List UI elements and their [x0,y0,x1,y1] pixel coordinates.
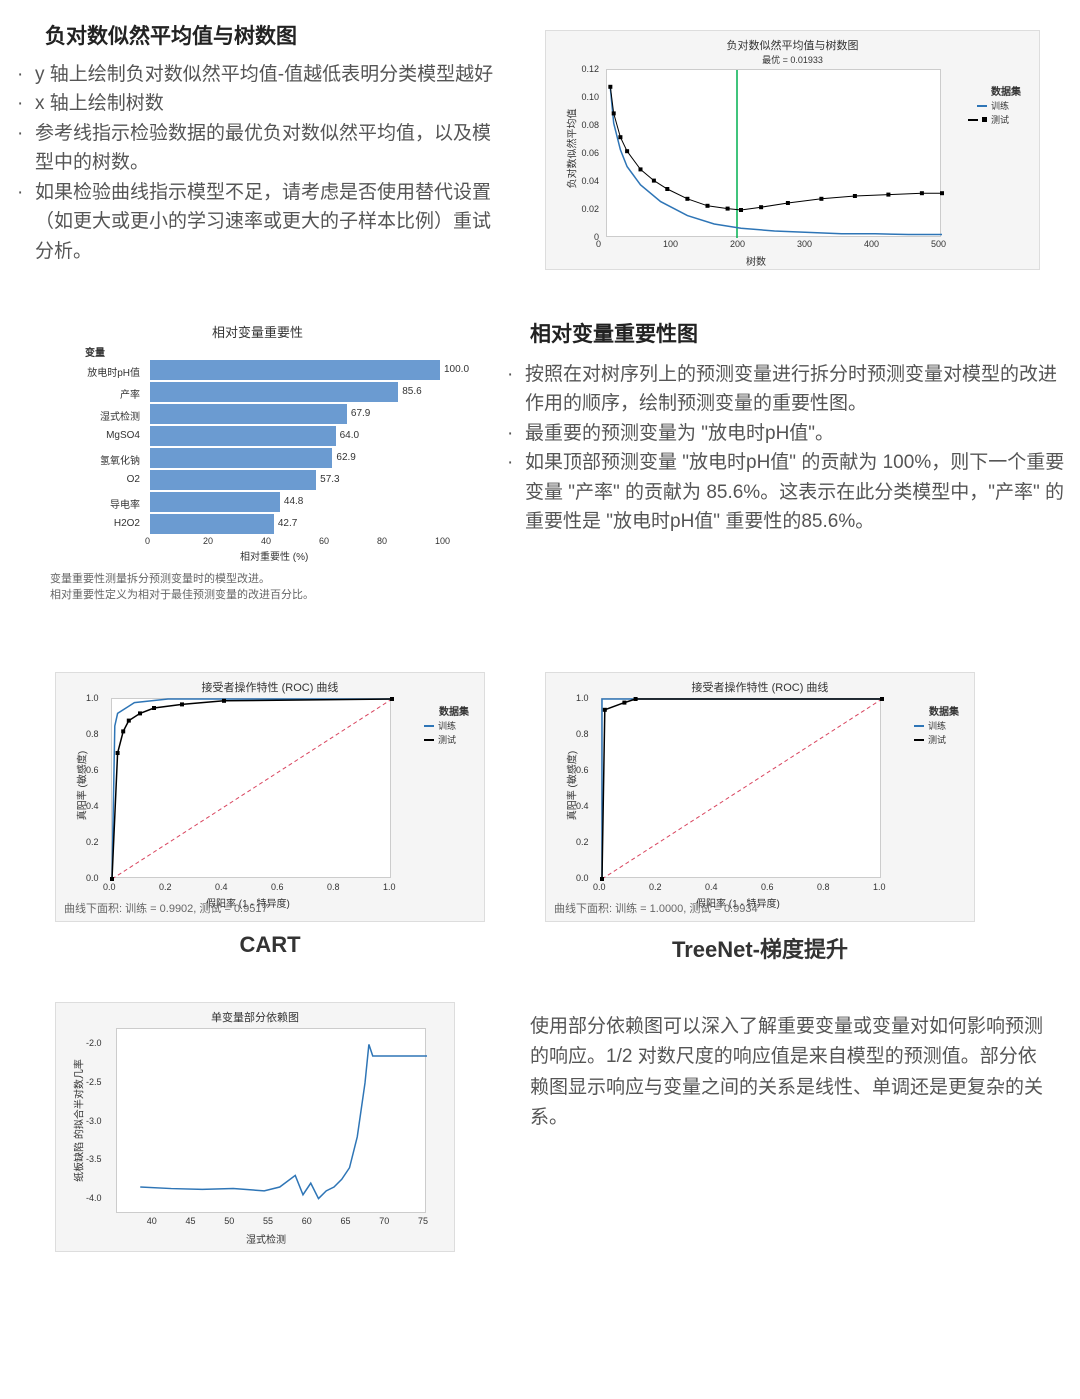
test-line [110,697,394,881]
section1-title: 负对数似然平均值与树数图 [45,20,525,50]
train-line [610,88,942,234]
legend-test: 测试 [914,733,946,746]
legend-title: 数据集 [991,83,1021,98]
chart-title: 单变量部分依赖图 [56,1009,454,1025]
treenet-label: TreeNet-梯度提升 [545,932,975,964]
legend-train: 训练 [424,719,456,732]
cart-label: CART [55,932,485,958]
roc-caption: 曲线下面积: 训练 = 1.0000, 测试 = 0.9934 [554,902,758,917]
roc-treenet-svg [602,699,882,879]
section2-title: 相对变量重要性图 [530,318,1050,348]
bullet: 如果检验曲线指示模型不足，请考虑是否使用替代设置（如更大或更小的学习速率或更大的… [35,178,505,266]
plot-area [601,698,881,878]
importance-chart: 相对变量重要性 变量 放电时pH值100.0产率85.6湿式检测67.9MgSO… [45,318,470,588]
pdp-line [140,1044,427,1198]
pdp-svg [117,1029,427,1214]
legend-title: 数据集 [929,703,959,718]
legend-train: 训练 [914,719,946,732]
ylabel: 负对数似然平均值 [564,89,579,209]
legend-title: 数据集 [439,703,469,718]
nll-chart: 负对数似然平均值与树数图 最优 = 0.01933 00.020.040.060… [545,30,1040,270]
section1-bullets: ·y 轴上绘制负对数似然平均值-值越低表明分类模型越好 ·x 轴上绘制树数 ·参… [15,60,505,266]
plot-area [606,69,941,237]
xlabel: 相对重要性 (%) [240,548,308,563]
roc-treenet-chart: 接受者操作特性 (ROC) 曲线 0.00.20.40.60.81.00.00.… [545,672,975,922]
legend-test: 测试 [968,113,1009,126]
chart-title: 负对数似然平均值与树数图 [546,37,1039,53]
test-line [600,697,884,881]
diagonal [112,699,392,879]
bullet: 最重要的预测变量为 "放电时pH值"。 [525,419,1065,448]
ylabel: 真阳率 (敏感度) [74,731,89,841]
chart-subtitle: 最优 = 0.01933 [546,53,1039,66]
diagonal [602,699,882,879]
imp-caption1: 变量重要性测量拆分预测变量时的模型改进。 [50,572,270,587]
var-header: 变量 [85,344,105,359]
chart-title: 接受者操作特性 (ROC) 曲线 [546,679,974,695]
roc-cart-chart: 接受者操作特性 (ROC) 曲线 0.00.20.40.60.81.00.00.… [55,672,485,922]
section2-bullets: ·按照在对树序列上的预测变量进行拆分时预测变量对模型的改进作用的顺序，绘制预测变… [505,360,1065,537]
roc-cart-svg [112,699,392,879]
legend-test: 测试 [424,733,456,746]
xlabel: 树数 [746,253,766,268]
plot-area [111,698,391,878]
bullet: 按照在对树序列上的预测变量进行拆分时预测变量对模型的改进作用的顺序，绘制预测变量… [525,360,1065,419]
plot-area [116,1028,426,1213]
nll-lines [607,70,942,238]
legend-train: 训练 [977,99,1009,112]
ylabel: 真阳率 (敏感度) [564,731,579,841]
bullet: 如果顶部预测变量 "放电时pH值" 的贡献为 100%，则下一个重要变量 "产率… [525,448,1065,536]
imp-caption2: 相对重要性定义为相对于最佳预测变量的改进百分比。 [50,588,314,603]
bullet: x 轴上绘制树数 [35,89,505,118]
ylabel: 纸板缺陷 的拟合半对数几率 [71,1051,86,1191]
roc-caption: 曲线下面积: 训练 = 0.9902, 测试 = 0.9517 [64,902,268,917]
pdp-chart: 单变量部分依赖图 -2.0-2.5-3.0-3.5-4.040455055606… [55,1002,455,1252]
bullet: 参考线指示检验数据的最优负对数似然平均值，以及模型中的树数。 [35,119,505,178]
test-line [608,85,944,212]
bullet: y 轴上绘制负对数似然平均值-值越低表明分类模型越好 [35,60,505,89]
pdp-paragraph: 使用部分依赖图可以深入了解重要变量或变量对如何影响预测的响应。1/2 对数尺度的… [530,1012,1050,1134]
xlabel: 湿式检测 [246,1231,286,1246]
chart-title: 相对变量重要性 [45,322,470,341]
chart-title: 接受者操作特性 (ROC) 曲线 [56,679,484,695]
